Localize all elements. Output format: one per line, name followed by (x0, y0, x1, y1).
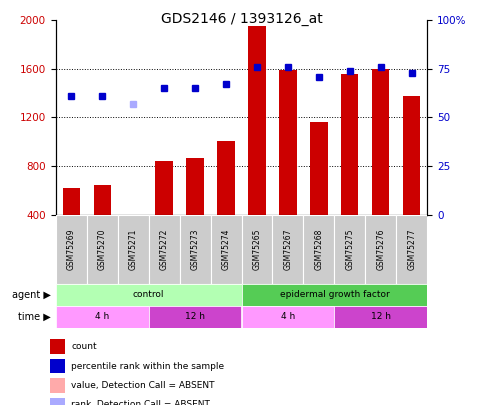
Bar (156, 161, 172, 215)
Bar (341, 74, 358, 215)
Bar (211, 215, 242, 284)
Bar (50, 339, 65, 354)
Text: GSM75268: GSM75268 (314, 228, 324, 270)
Bar (366, 215, 397, 284)
Text: GSM75274: GSM75274 (222, 228, 230, 270)
Bar (334, 215, 366, 284)
Bar (50, 378, 65, 393)
Bar (149, 215, 180, 284)
Bar (149, 306, 242, 328)
Bar (117, 215, 149, 284)
Text: GSM75269: GSM75269 (67, 228, 75, 270)
Bar (248, 26, 266, 215)
Text: value, Detection Call = ABSENT: value, Detection Call = ABSENT (71, 381, 214, 390)
Bar (94, 185, 111, 215)
Bar (311, 122, 327, 215)
Bar (303, 215, 334, 284)
Text: GSM75275: GSM75275 (345, 228, 355, 270)
Bar (242, 215, 272, 284)
Bar (217, 141, 235, 215)
Text: GSM75276: GSM75276 (376, 228, 385, 270)
Text: percentile rank within the sample: percentile rank within the sample (71, 362, 224, 371)
Bar (280, 70, 297, 215)
Bar (372, 69, 389, 215)
Bar (62, 188, 80, 215)
Bar (242, 284, 427, 306)
Text: epidermal growth factor: epidermal growth factor (280, 290, 389, 299)
Text: GSM75270: GSM75270 (98, 228, 107, 270)
Bar (186, 158, 203, 215)
Bar (397, 215, 427, 284)
Bar (86, 215, 117, 284)
Text: 4 h: 4 h (281, 312, 295, 322)
Bar (272, 215, 303, 284)
Text: 12 h: 12 h (371, 312, 391, 322)
Text: rank, Detection Call = ABSENT: rank, Detection Call = ABSENT (71, 401, 210, 405)
Bar (125, 215, 142, 223)
Text: GSM75273: GSM75273 (190, 228, 199, 270)
Text: 4 h: 4 h (95, 312, 109, 322)
Text: count: count (71, 342, 97, 351)
Text: GSM75267: GSM75267 (284, 228, 293, 270)
Text: GSM75265: GSM75265 (253, 228, 261, 270)
Bar (56, 306, 149, 328)
Text: GSM75271: GSM75271 (128, 228, 138, 270)
Bar (50, 359, 65, 373)
Text: GSM75277: GSM75277 (408, 228, 416, 270)
Bar (180, 215, 211, 284)
Text: 12 h: 12 h (185, 312, 205, 322)
Text: GDS2146 / 1393126_at: GDS2146 / 1393126_at (161, 12, 322, 26)
Bar (242, 306, 334, 328)
Bar (56, 215, 86, 284)
Text: agent ▶: agent ▶ (12, 290, 51, 300)
Text: GSM75272: GSM75272 (159, 228, 169, 270)
Bar (334, 306, 427, 328)
Bar (56, 284, 242, 306)
Text: control: control (133, 290, 164, 299)
Text: time ▶: time ▶ (18, 312, 51, 322)
Bar (50, 398, 65, 405)
Bar (403, 96, 421, 215)
